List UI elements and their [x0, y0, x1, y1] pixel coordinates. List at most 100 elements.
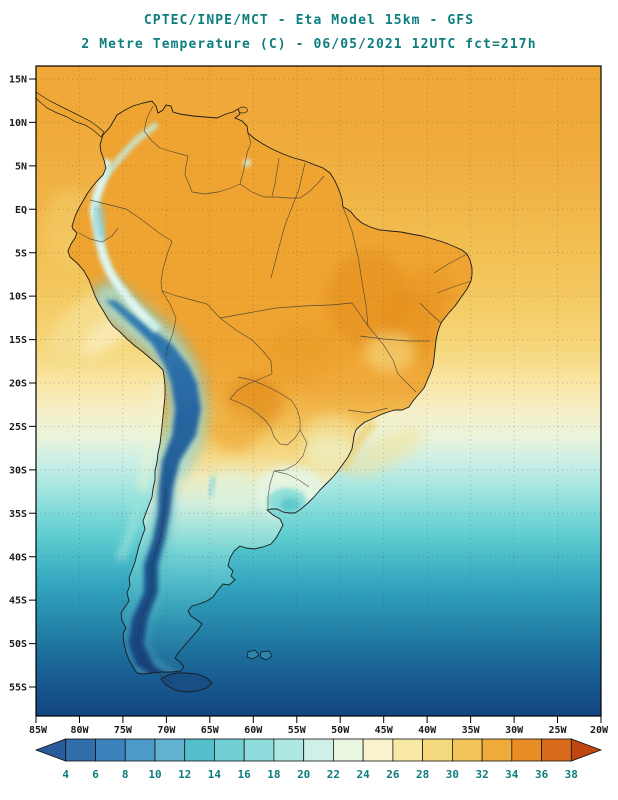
south-america-landmass: [67, 100, 473, 675]
colorbar-label: 30: [446, 768, 459, 781]
lon-tick-label: 85W: [29, 725, 48, 736]
lat-tick-label: 5S: [15, 248, 27, 259]
chile-coastal-cool-strip: [138, 379, 162, 493]
northern-andes-cold-core: [92, 159, 150, 322]
colorbar-cell: [65, 738, 96, 762]
brazil-current-coastal-warm: [338, 417, 378, 473]
colorbar-label: 6: [92, 768, 99, 781]
lat-tick-label: 15S: [9, 335, 27, 346]
humboldt-current-strip: [115, 490, 147, 562]
lon-tick-label: 60W: [244, 725, 263, 736]
colorbar-label: 14: [208, 768, 222, 781]
lat-tick-label: 10S: [9, 292, 27, 303]
northeast-hot-patch: [408, 266, 452, 318]
lat-tick-label: 30S: [9, 465, 27, 476]
panama-isthmus: [36, 91, 105, 138]
colorbar-label: 24: [356, 768, 370, 781]
lat-tick-label: 15N: [9, 75, 27, 86]
cordoba-pale-patch: [206, 472, 258, 512]
colorbar-label: 4: [62, 768, 69, 781]
lon-tick-label: 65W: [201, 725, 220, 736]
colorbar-label: 18: [267, 768, 280, 781]
lat-tick-label: 10N: [9, 118, 27, 129]
lat-tick-label: 45S: [9, 596, 27, 607]
uruguay-cold-spot: [280, 498, 300, 512]
lon-tick-label: 45W: [375, 725, 394, 736]
guiana-highlands-cool-dot: [243, 159, 251, 167]
country-state-borders: [78, 105, 472, 684]
colorbar-cell: [154, 738, 186, 762]
lon-tick-label: 70W: [157, 725, 176, 736]
falkland-east-island: [259, 650, 273, 661]
lon-tick-label: 50W: [331, 725, 350, 736]
latitude-axis: 15N 10N 5N EQ 5S 10S 15S 20S 25S 30S 35S…: [9, 75, 36, 694]
colorbar: [34, 738, 603, 762]
falkland-west-island: [246, 649, 260, 660]
colorbar-cell: [332, 738, 364, 762]
longitude-ticks: [35, 716, 602, 723]
colorbar-cell: [362, 738, 394, 762]
lat-tick-label: EQ: [15, 205, 27, 216]
colorbar-label: 32: [475, 768, 488, 781]
colorbar-cell: [243, 738, 275, 762]
colorbar-cell: [481, 738, 513, 762]
lon-tick-label: 55W: [288, 725, 307, 736]
lat-tick-label: 55S: [9, 683, 27, 694]
colorbar-label: 38: [565, 768, 578, 781]
colorbar-right-arrow: [570, 738, 603, 762]
colorbar-label: 12: [178, 768, 191, 781]
colorbar-label: 22: [327, 768, 340, 781]
colorbar-cell: [541, 738, 572, 762]
north-argentina-warm-patch: [209, 408, 261, 452]
tierra-del-fuego-island: [160, 672, 213, 693]
sierras-cordoba-cool-streak: [207, 475, 217, 497]
colorbar-label: 8: [122, 768, 129, 781]
lat-tick-label: 50S: [9, 639, 27, 650]
parana-pale-patch: [304, 436, 356, 468]
colorbar-left-arrow: [34, 738, 67, 762]
lat-tick-label: 40S: [9, 552, 27, 563]
colorbar-label: 34: [505, 768, 519, 781]
lon-tick-label: 25W: [548, 725, 567, 736]
colorbar-label: 10: [148, 768, 161, 781]
mato-grosso-hot-patch: [265, 322, 335, 382]
andes-cold-band: [105, 300, 201, 674]
lon-tick-label: 30W: [505, 725, 524, 736]
page-subtitle: 2 Metre Temperature (C) - 06/05/2021 12U…: [81, 37, 536, 52]
lon-tick-label: 75W: [114, 725, 133, 736]
colorbar-cell: [213, 738, 245, 762]
minas-highlands-mild-patch: [364, 332, 416, 372]
temperature-field: [36, 66, 601, 716]
lat-tick-label: 5N: [15, 161, 27, 172]
colorbar-cell: [422, 738, 453, 762]
merida-cordillera-cool-streak: [101, 121, 159, 180]
brazil-current-tongue: [347, 428, 423, 476]
colorbar-label: 28: [416, 768, 429, 781]
colorbar-cell: [511, 738, 542, 762]
graticule-grid: [36, 66, 601, 716]
lon-tick-label: 80W: [70, 725, 89, 736]
lat-tick-label: 20S: [9, 379, 27, 390]
map-frame: [35, 65, 602, 717]
colorbar-label: 20: [297, 768, 310, 781]
colorbar-cell: [95, 738, 126, 762]
lat-tick-label: 35S: [9, 509, 27, 520]
lat-tick-label: 25S: [9, 422, 27, 433]
colorbar-label: 36: [535, 768, 549, 781]
ecuador-andes-cool-segment: [92, 204, 108, 242]
colorbar-labels: 4 6 8 10 12 14 16 18 20 22 24 26 28 30 3…: [62, 768, 578, 781]
page-title: CPTEC/INPE/MCT - Eta Model 15km - GFS: [144, 13, 474, 28]
colorbar-label: 16: [238, 768, 252, 781]
colorbar-cell: [124, 738, 156, 762]
lon-tick-label: 20W: [590, 725, 609, 736]
colorbar-cell: [184, 738, 215, 762]
colorbar-label: 26: [386, 768, 400, 781]
colorbar-cell: [273, 738, 305, 762]
lon-tick-label: 40W: [418, 725, 437, 736]
colorbar-cell: [303, 738, 334, 762]
colorbar-cell: [392, 738, 424, 762]
lon-tick-label: 35W: [462, 725, 481, 736]
longitude-axis: 85W 80W 75W 70W 65W 60W 55W 50W 45W 40W …: [29, 716, 609, 736]
